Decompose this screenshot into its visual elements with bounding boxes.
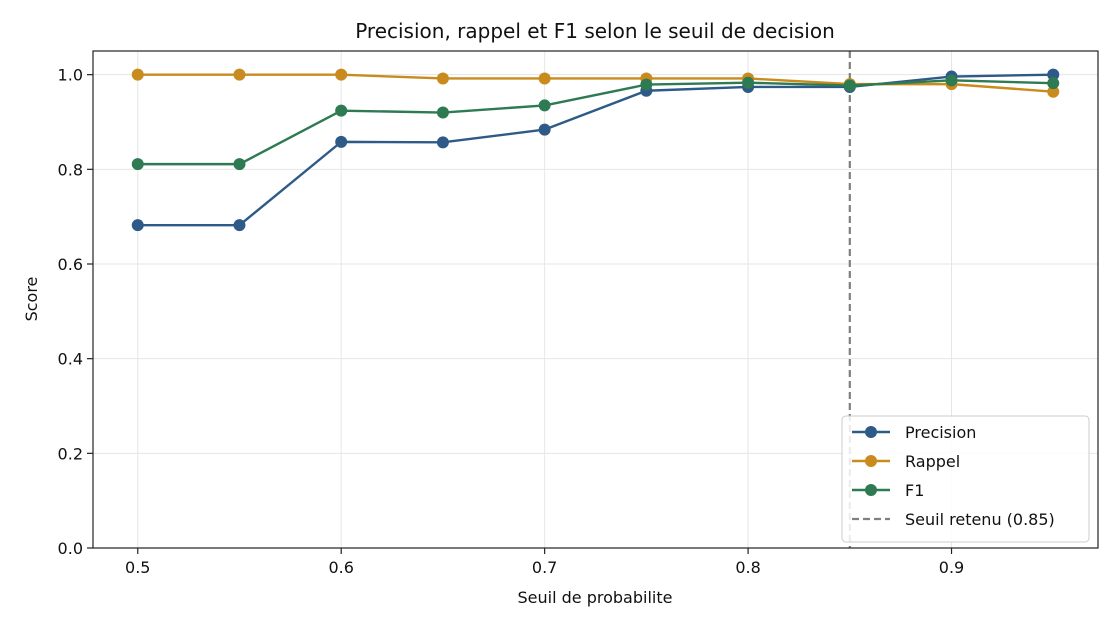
x-tick-label: 0.7 xyxy=(532,558,557,577)
data-point-f1 xyxy=(1047,77,1060,90)
data-point-precision xyxy=(538,123,551,136)
data-point-f1 xyxy=(945,74,958,87)
data-point-f1 xyxy=(742,76,755,89)
data-point-f1 xyxy=(335,104,348,117)
data-point-f1 xyxy=(233,158,246,171)
y-tick-label: 0.2 xyxy=(58,444,83,463)
legend-f1-marker xyxy=(865,484,877,496)
data-point-f1 xyxy=(436,106,449,119)
legend-rappel-marker xyxy=(865,455,877,467)
data-point-rappel xyxy=(233,68,246,81)
series-line-f1 xyxy=(137,79,1054,166)
data-point-f1 xyxy=(538,99,551,112)
y-tick-label: 0.4 xyxy=(58,350,83,369)
series-line-precision xyxy=(137,73,1054,227)
x-axis-label: Seuil de probabilite xyxy=(518,588,673,607)
legend-item-threshold: Seuil retenu (0.85) xyxy=(852,510,1055,529)
data-point-precision xyxy=(131,219,144,232)
legend-item-rappel: Rappel xyxy=(852,452,960,471)
y-tick-label: 0.0 xyxy=(58,539,83,558)
data-point-rappel xyxy=(335,68,348,81)
data-point-f1 xyxy=(843,79,856,92)
legend-f1-label: F1 xyxy=(905,481,924,500)
data-point-precision xyxy=(233,219,246,232)
legend-threshold-label: Seuil retenu (0.85) xyxy=(905,510,1055,529)
x-tick-label: 0.5 xyxy=(125,558,150,577)
legend-item-precision: Precision xyxy=(852,423,976,442)
series-f1 xyxy=(131,74,1060,171)
y-tick-label: 1.0 xyxy=(58,66,83,85)
x-tick-label: 0.8 xyxy=(735,558,760,577)
data-point-f1 xyxy=(131,158,144,171)
plot-frame xyxy=(92,50,1099,549)
x-tick-label: 0.9 xyxy=(939,558,964,577)
y-tick-label: 0.6 xyxy=(58,255,83,274)
series-rappel xyxy=(131,68,1060,98)
legend: Precision Rappel F1 Seuil retenu (0.85) xyxy=(841,415,1090,543)
y-tick-label: 0.8 xyxy=(58,160,83,179)
series-layer xyxy=(131,68,1060,232)
data-point-precision xyxy=(1047,68,1060,81)
legend-rappel-label: Rappel xyxy=(905,452,960,471)
legend-precision-label: Precision xyxy=(905,423,976,442)
legend-item-f1: F1 xyxy=(852,481,924,500)
tick-layer: 0.5 0.6 0.7 0.8 0.9 0.0 0.2 0.4 0.6 0.8 1.0 xyxy=(58,66,965,577)
series-precision xyxy=(131,68,1060,232)
data-point-rappel xyxy=(131,68,144,81)
legend-precision-marker xyxy=(865,426,877,438)
y-axis-label: Score xyxy=(22,277,41,322)
data-point-f1 xyxy=(640,78,653,91)
chart-title: Precision, rappel et F1 selon le seuil d… xyxy=(355,19,835,43)
x-tick-label: 0.6 xyxy=(328,558,353,577)
data-point-rappel xyxy=(436,72,449,85)
data-point-precision xyxy=(436,136,449,149)
legend-box xyxy=(841,415,1090,543)
data-point-rappel xyxy=(1047,85,1060,98)
data-point-rappel xyxy=(538,72,551,85)
data-point-precision xyxy=(335,135,348,148)
